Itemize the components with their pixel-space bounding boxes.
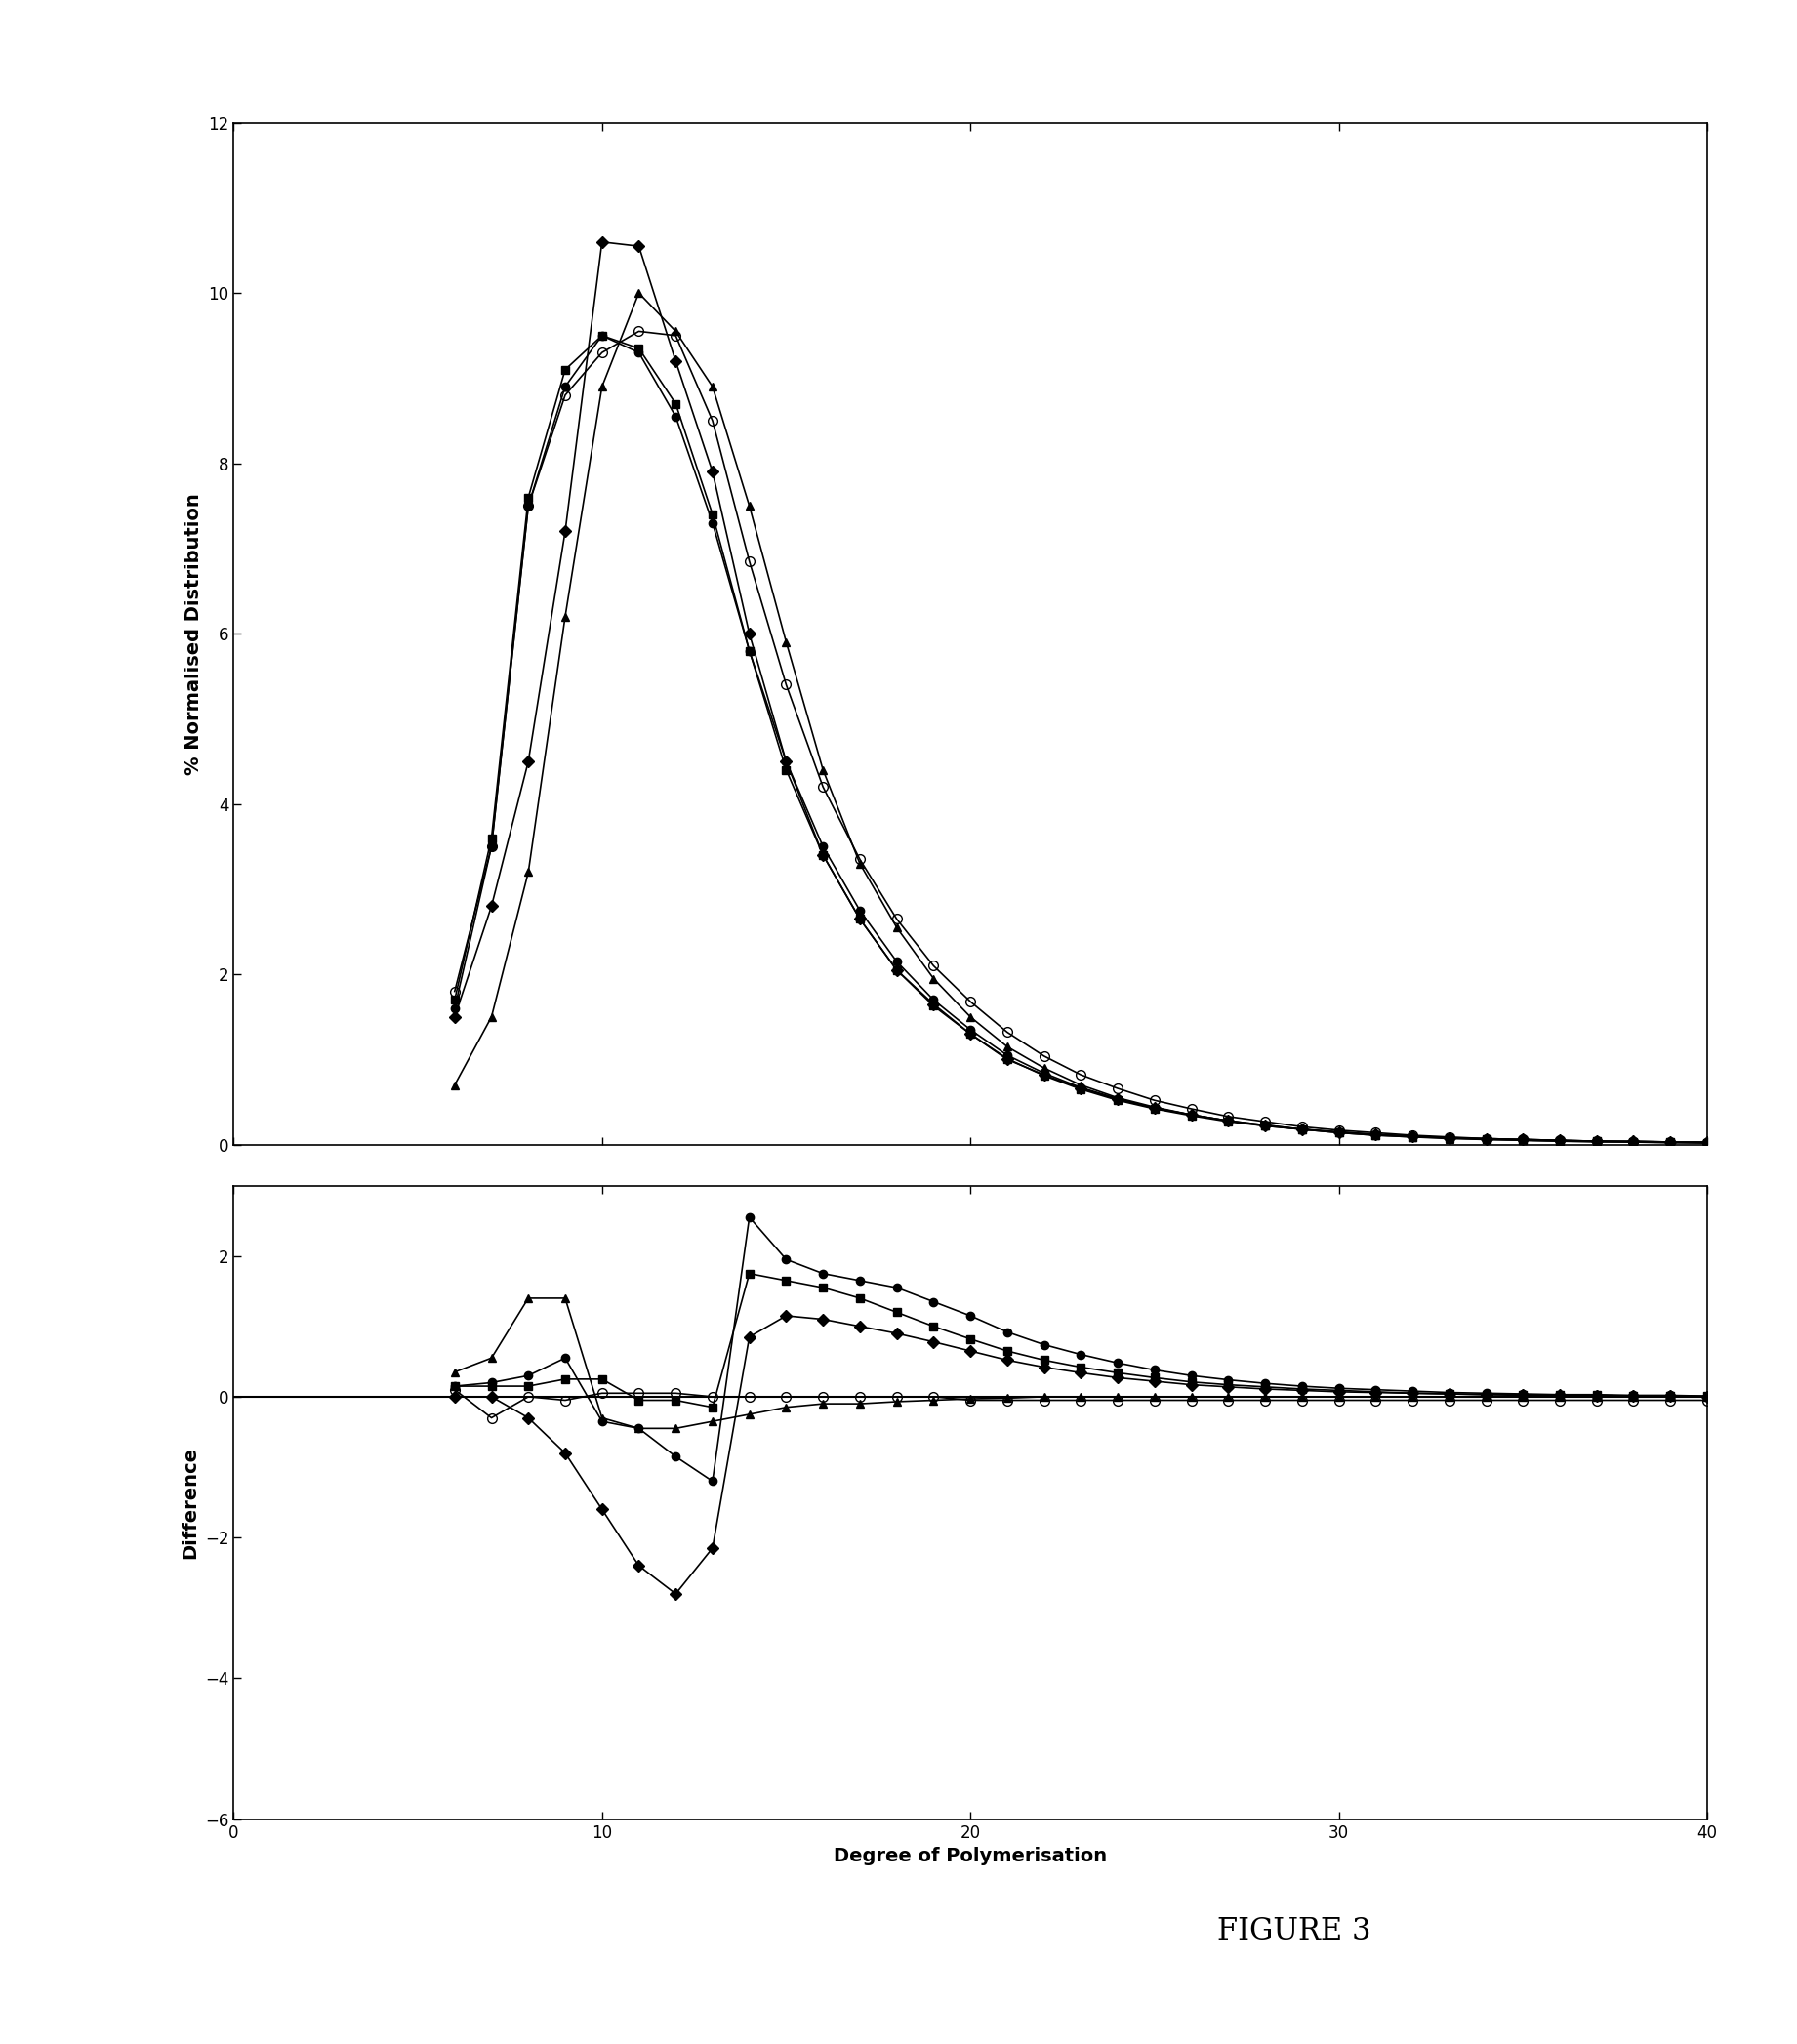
Y-axis label: Difference: Difference	[181, 1447, 199, 1558]
Text: FIGURE 3: FIGURE 3	[1217, 1917, 1371, 1946]
Y-axis label: % Normalised Distribution: % Normalised Distribution	[183, 493, 203, 775]
X-axis label: Degree of Polymerisation: Degree of Polymerisation	[834, 1848, 1107, 1866]
